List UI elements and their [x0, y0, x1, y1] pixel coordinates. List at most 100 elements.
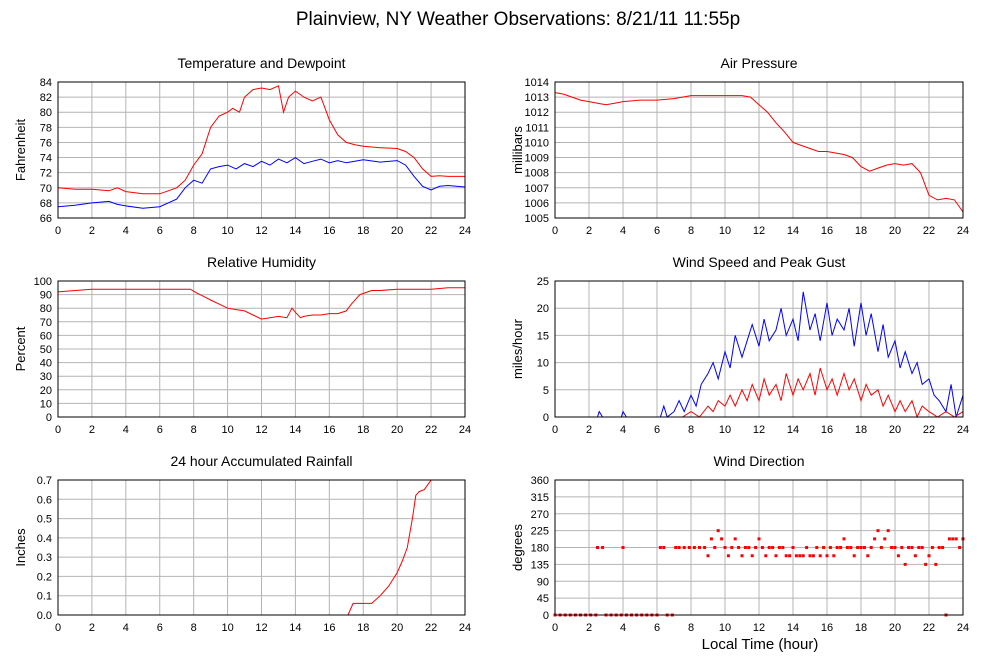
y-tick-label: 84 — [40, 77, 52, 89]
y-tick-label: 180 — [531, 543, 549, 555]
y-tick-label: 76 — [40, 137, 52, 149]
x-tick-label: 10 — [221, 225, 233, 237]
x-tick-label: 22 — [923, 424, 935, 436]
data-point — [886, 529, 890, 533]
y-tick-label: 1008 — [525, 168, 549, 180]
x-tick-label: 6 — [654, 424, 660, 436]
x-tick-label: 4 — [123, 622, 129, 634]
data-point — [924, 562, 928, 566]
y-tick-label: 78 — [40, 122, 52, 134]
x-tick-label: 14 — [289, 622, 301, 634]
data-point — [788, 554, 792, 558]
y-axis-label: Fahrenheit — [13, 119, 28, 182]
data-point — [621, 546, 625, 549]
data-point — [709, 537, 713, 541]
x-tick-label: 0 — [55, 622, 61, 634]
chart-winddir: 0 2 4 6 8 10 12 14 16 18 20 22 240459013518022527031… — [510, 453, 969, 634]
y-axis-label: Inches — [13, 528, 28, 567]
y-axis-label: miles/hour — [510, 318, 525, 379]
y-tick-label: 66 — [40, 213, 52, 225]
x-tick-label: 14 — [787, 225, 799, 237]
x-tick-label: 12 — [753, 225, 765, 237]
data-point — [859, 546, 863, 549]
data-point — [893, 546, 897, 549]
x-tick-label: 0 — [552, 424, 558, 436]
figure-title: Plainview, NY Weather Observations: 8/21… — [296, 9, 740, 30]
y-tick-label: 1010 — [525, 137, 549, 149]
chart-title: Wind Speed and Peak Gust — [673, 254, 846, 270]
x-tick-label: 16 — [821, 424, 833, 436]
data-point — [771, 546, 775, 549]
x-tick-label: 2 — [89, 424, 95, 436]
x-tick-label: 12 — [753, 424, 765, 436]
data-point — [794, 554, 798, 558]
x-tick-label: 18 — [357, 622, 369, 634]
y-tick-label: 135 — [531, 559, 549, 571]
y-tick-label: 5 — [543, 385, 549, 397]
x-tick-label: 2 — [89, 225, 95, 237]
data-point — [917, 546, 921, 549]
x-tick-label: 16 — [323, 225, 335, 237]
data-point — [835, 546, 839, 549]
data-point — [784, 554, 788, 558]
plot-frame — [554, 280, 964, 418]
x-tick-label: 12 — [255, 622, 267, 634]
data-point — [879, 546, 883, 549]
x-tick-label: 12 — [753, 622, 765, 634]
data-point — [869, 546, 873, 549]
data-point — [687, 546, 691, 549]
data-point — [903, 562, 907, 566]
y-tick-label: 1011 — [525, 122, 549, 134]
series-line-0 — [58, 479, 465, 616]
x-tick-label: 24 — [957, 225, 969, 237]
data-point — [674, 546, 678, 549]
y-tick-label: 1012 — [525, 107, 549, 119]
x-tick-label: 8 — [191, 225, 197, 237]
data-point — [951, 537, 955, 541]
data-point — [601, 546, 605, 549]
series-line-0 — [57, 287, 465, 320]
data-point — [839, 546, 843, 549]
y-tick-label: 15 — [537, 330, 549, 342]
x-tick-label: 16 — [821, 225, 833, 237]
x-tick-label: 6 — [157, 225, 163, 237]
y-tick-label: 0.4 — [37, 533, 52, 545]
series-line-0 — [554, 92, 964, 213]
x-tick-label: 2 — [89, 622, 95, 634]
data-point — [873, 537, 877, 541]
data-point — [777, 546, 781, 549]
data-point — [907, 546, 911, 549]
x-tick-label: 24 — [459, 225, 471, 237]
data-point — [913, 554, 917, 558]
x-tick-label: 16 — [821, 622, 833, 634]
data-point — [930, 546, 934, 549]
data-point — [682, 546, 686, 549]
series-line-1 — [555, 367, 964, 419]
x-tick-label: 4 — [620, 622, 626, 634]
plot-frame — [57, 479, 466, 616]
data-point — [760, 546, 764, 549]
data-point — [815, 546, 819, 549]
data-point — [801, 554, 805, 558]
data-point — [677, 546, 681, 549]
data-point — [825, 554, 829, 558]
y-tick-label: 1005 — [525, 213, 549, 225]
x-tick-label: 8 — [688, 225, 694, 237]
chart-humidity: 0 2 4 6 8 10 12 14 16 18 20 22 240102030405060708090… — [13, 254, 471, 436]
data-point — [883, 537, 887, 541]
data-point — [698, 546, 701, 549]
x-tick-label: 20 — [391, 424, 403, 436]
x-tick-label: 0 — [55, 424, 61, 436]
x-tick-label: 18 — [855, 225, 867, 237]
y-tick-label: 1013 — [525, 92, 549, 104]
y-tick-label: 360 — [531, 475, 549, 487]
x-tick-label: 20 — [391, 622, 403, 634]
x-tick-label: 24 — [957, 424, 969, 436]
x-tick-label: 0 — [552, 225, 558, 237]
data-point — [934, 562, 938, 566]
x-tick-label: 18 — [357, 424, 369, 436]
x-tick-label: 14 — [787, 622, 799, 634]
y-tick-label: 1014 — [525, 77, 549, 89]
data-point — [832, 554, 836, 558]
x-tick-label: 16 — [323, 622, 335, 634]
